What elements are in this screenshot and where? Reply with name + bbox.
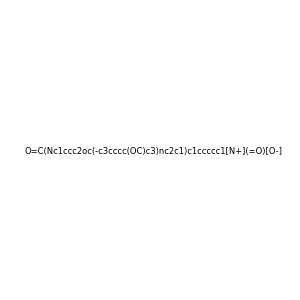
Text: O=C(Nc1ccc2oc(-c3cccc(OC)c3)nc2c1)c1ccccc1[N+](=O)[O-]: O=C(Nc1ccc2oc(-c3cccc(OC)c3)nc2c1)c1cccc… xyxy=(25,147,283,156)
